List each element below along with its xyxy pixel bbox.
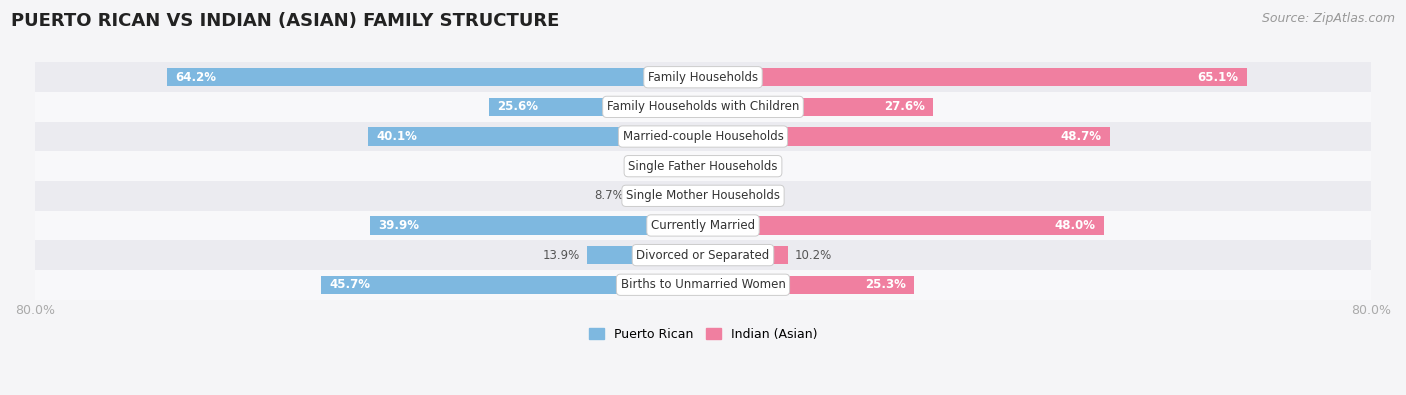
- Bar: [703, 276, 914, 294]
- Text: 48.0%: 48.0%: [1054, 219, 1095, 232]
- Text: 27.6%: 27.6%: [884, 100, 925, 113]
- Bar: [489, 98, 703, 116]
- Bar: [703, 157, 718, 175]
- Text: Married-couple Households: Married-couple Households: [623, 130, 783, 143]
- Text: 5.1%: 5.1%: [752, 189, 782, 202]
- Bar: [682, 157, 703, 175]
- Text: 64.2%: 64.2%: [176, 71, 217, 84]
- Text: Births to Unmarried Women: Births to Unmarried Women: [620, 278, 786, 291]
- Bar: [35, 240, 1371, 270]
- Bar: [586, 246, 703, 264]
- Text: Family Households with Children: Family Households with Children: [607, 100, 799, 113]
- Text: 40.1%: 40.1%: [377, 130, 418, 143]
- Bar: [368, 127, 703, 146]
- Text: 65.1%: 65.1%: [1198, 71, 1239, 84]
- Bar: [703, 246, 789, 264]
- Text: Family Households: Family Households: [648, 71, 758, 84]
- Bar: [630, 186, 703, 205]
- Bar: [370, 216, 703, 235]
- Bar: [35, 122, 1371, 151]
- Bar: [703, 68, 1247, 87]
- Text: Single Mother Households: Single Mother Households: [626, 189, 780, 202]
- Text: Source: ZipAtlas.com: Source: ZipAtlas.com: [1261, 12, 1395, 25]
- Text: 1.9%: 1.9%: [725, 160, 755, 173]
- Text: Currently Married: Currently Married: [651, 219, 755, 232]
- Bar: [167, 68, 703, 87]
- Bar: [35, 151, 1371, 181]
- Bar: [322, 276, 703, 294]
- Text: Single Father Households: Single Father Households: [628, 160, 778, 173]
- Legend: Puerto Rican, Indian (Asian): Puerto Rican, Indian (Asian): [583, 323, 823, 346]
- Bar: [35, 270, 1371, 299]
- Bar: [35, 181, 1371, 211]
- Bar: [35, 62, 1371, 92]
- Text: 13.9%: 13.9%: [543, 248, 581, 261]
- Bar: [703, 186, 745, 205]
- Text: 45.7%: 45.7%: [330, 278, 371, 291]
- Bar: [703, 127, 1109, 146]
- Bar: [703, 98, 934, 116]
- Text: 25.6%: 25.6%: [498, 100, 538, 113]
- Bar: [35, 211, 1371, 240]
- Bar: [35, 92, 1371, 122]
- Text: Divorced or Separated: Divorced or Separated: [637, 248, 769, 261]
- Text: 10.2%: 10.2%: [794, 248, 832, 261]
- Text: 39.9%: 39.9%: [378, 219, 419, 232]
- Text: 2.6%: 2.6%: [645, 160, 675, 173]
- Text: PUERTO RICAN VS INDIAN (ASIAN) FAMILY STRUCTURE: PUERTO RICAN VS INDIAN (ASIAN) FAMILY ST…: [11, 12, 560, 30]
- Text: 48.7%: 48.7%: [1060, 130, 1101, 143]
- Text: 8.7%: 8.7%: [593, 189, 624, 202]
- Bar: [703, 216, 1104, 235]
- Text: 25.3%: 25.3%: [865, 278, 905, 291]
